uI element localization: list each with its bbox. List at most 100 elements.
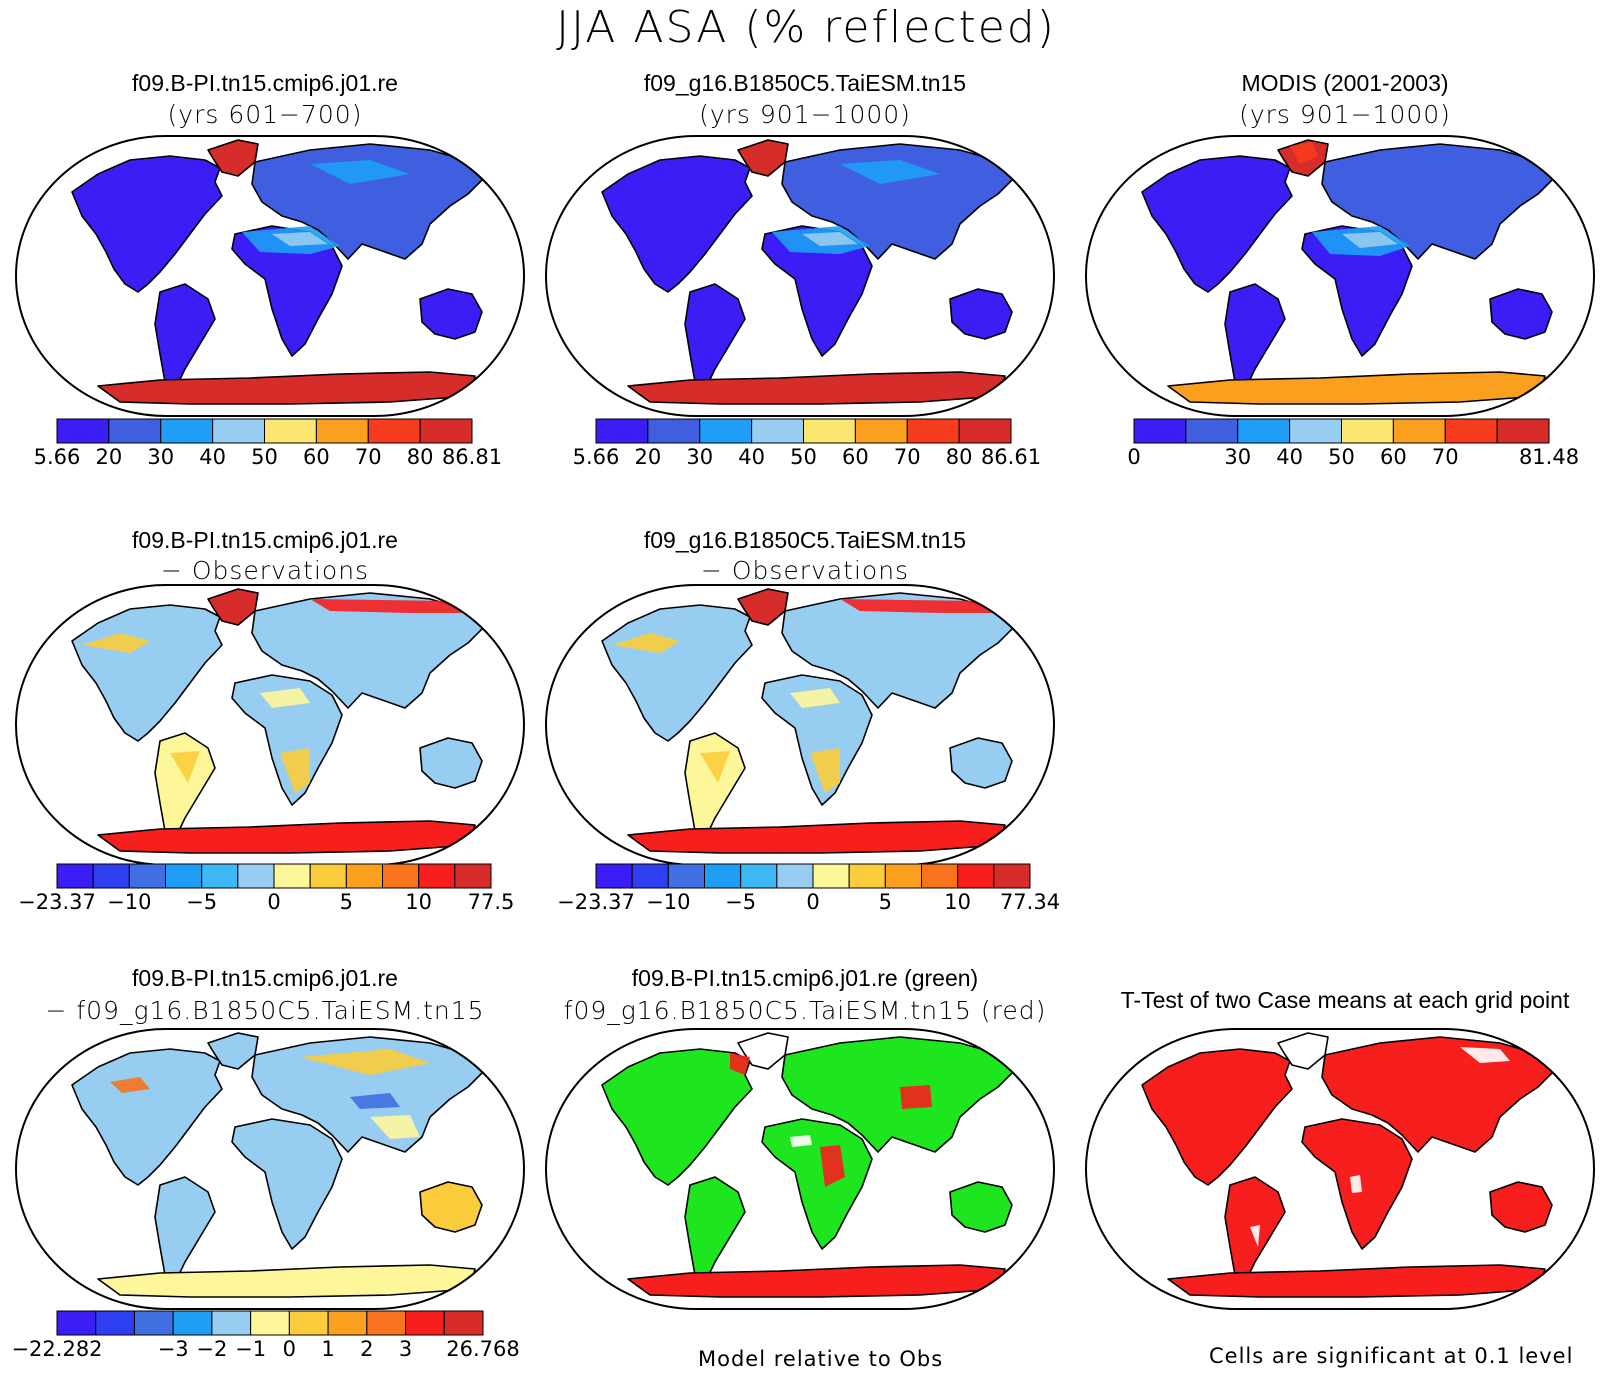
- colorbar-boxes: [56, 1310, 484, 1336]
- panel-7-title-1: f09.B-PI.tn15.cmip6.j01.re (green): [631, 965, 979, 991]
- field-patch: [1342, 232, 1398, 248]
- figure-title: JJA ASA (% reflected): [556, 2, 1056, 53]
- landmass-eurasia: [1321, 1036, 1559, 1153]
- field-patch: [810, 748, 840, 793]
- colorbar-box: [309, 863, 347, 889]
- landmass-antarctica: [627, 1264, 1006, 1298]
- landmass-south-america: [684, 732, 746, 846]
- colorbar-boxes: [595, 418, 1012, 444]
- panel-5-title-1: f09_g16.B1850C5.TaiESM.tn15: [643, 527, 967, 553]
- colorbar-box: [595, 863, 633, 889]
- colorbar-box: [95, 1310, 135, 1336]
- colorbar-tick-label: 70: [1431, 445, 1459, 469]
- landmass-greenland: [207, 588, 259, 626]
- field-patch: [820, 1145, 845, 1187]
- landmass-north-america: [71, 1048, 223, 1186]
- panel-7-title-2: f09_g16.B1850C5.TaiESM.tn15 (red): [563, 996, 1047, 1025]
- colorbar-tick-label: −22.282: [11, 1337, 103, 1361]
- colorbar-tick-label: 77.34: [999, 890, 1061, 914]
- colorbar-box: [1496, 418, 1550, 444]
- colorbar-box: [345, 863, 384, 889]
- colorbar-tick-label: 0: [267, 890, 281, 914]
- landmass-south-america: [154, 1176, 216, 1290]
- landmass-north-america: [601, 155, 753, 293]
- map-panel-2: [545, 135, 1055, 417]
- colorbar-tick-label: 10: [944, 890, 972, 914]
- landmass-greenland: [737, 588, 789, 626]
- colorbar-tick-label: 5.66: [572, 445, 620, 469]
- colorbar-box: [1133, 418, 1187, 444]
- landmass-north-america: [601, 604, 753, 742]
- colorbar-tick-label: 86.81: [441, 445, 503, 469]
- colorbar-tick-label: 77.5: [467, 890, 515, 914]
- landmass-antarctica: [97, 1264, 476, 1298]
- colorbar-tick-label: 0: [806, 890, 820, 914]
- colorbar-tick-label: 70: [354, 445, 382, 469]
- landmass-south-america: [684, 1176, 746, 1290]
- panel-2-title-1: f09_g16.B1850C5.TaiESM.tn15: [643, 70, 967, 96]
- field-patch: [350, 1093, 400, 1109]
- colorbar-tick-label: 30: [147, 445, 175, 469]
- landmass-south-america: [154, 283, 216, 397]
- landmass-antarctica: [627, 371, 1006, 405]
- panel-2-title-2: (yrs 901−1000): [699, 100, 911, 129]
- landmass-australia: [1489, 1181, 1553, 1233]
- colorbar-tick-label: 2: [360, 1337, 374, 1361]
- colorbar-box: [366, 1310, 407, 1336]
- landmass-north-america: [1141, 155, 1293, 293]
- colorbar-box: [647, 418, 701, 444]
- landmass-antarctica: [1167, 371, 1546, 405]
- colorbar-tick-label: 81.48: [1518, 445, 1580, 469]
- colorbar-tick-label: 40: [199, 445, 226, 469]
- colorbar-tick-label: 70: [893, 445, 921, 469]
- colorbar-box: [1392, 418, 1446, 444]
- colorbar-box: [776, 863, 814, 889]
- colorbar-box: [631, 863, 669, 889]
- landmass-north-america: [71, 604, 223, 742]
- landmass-antarctica: [627, 820, 1006, 854]
- colorbar-box: [906, 418, 960, 444]
- field-patch: [300, 1049, 430, 1075]
- landmass-eurasia: [781, 1036, 1019, 1153]
- landmass-greenland: [207, 1032, 259, 1070]
- landmass-eurasia: [781, 143, 1019, 260]
- colorbar-box: [848, 863, 886, 889]
- landmass-south-america: [684, 283, 746, 397]
- colorbar-box: [288, 1310, 329, 1336]
- landmass-greenland: [737, 1032, 789, 1070]
- colorbar-box: [128, 863, 167, 889]
- field-patch: [802, 232, 858, 246]
- field-patch: [730, 1053, 750, 1075]
- landmass-africa: [761, 674, 873, 806]
- field-patch: [1460, 1047, 1510, 1063]
- colorbar-tick-label: 60: [303, 445, 330, 469]
- landmass-australia: [949, 288, 1013, 340]
- field-patch: [900, 1085, 932, 1109]
- colorbar-box: [699, 418, 753, 444]
- field-patch: [260, 688, 310, 708]
- field-patch: [700, 751, 730, 783]
- landmass-greenland: [207, 139, 259, 177]
- field-patch: [272, 232, 328, 246]
- landmass-antarctica: [97, 371, 476, 405]
- colorbar-box: [854, 418, 908, 444]
- panel-6-title-2: − f09_g16.B1850C5.TaiESM.tn15: [45, 996, 485, 1025]
- colorbar-box: [237, 863, 275, 889]
- field-patch: [840, 599, 1000, 613]
- colorbar-tick-label: −5: [725, 890, 757, 914]
- colorbar-box: [108, 418, 162, 444]
- landmass-south-america: [1224, 283, 1286, 397]
- colorbar-tick-label: 80: [945, 445, 973, 469]
- colorbar-box: [418, 863, 456, 889]
- colorbar-tick-label: −3: [157, 1337, 189, 1361]
- landmass-eurasia: [251, 143, 489, 260]
- landmass-antarctica: [97, 820, 476, 854]
- colorbar-box: [443, 1310, 484, 1336]
- colorbar-tick-label: 0: [1127, 445, 1141, 469]
- landmass-north-america: [71, 155, 223, 293]
- colorbar-tick-label: 40: [738, 445, 765, 469]
- colorbar-tick-label: 50: [1328, 445, 1355, 469]
- field-patch: [310, 599, 470, 613]
- landmass-africa: [231, 674, 343, 806]
- field-patch: [1350, 1175, 1362, 1193]
